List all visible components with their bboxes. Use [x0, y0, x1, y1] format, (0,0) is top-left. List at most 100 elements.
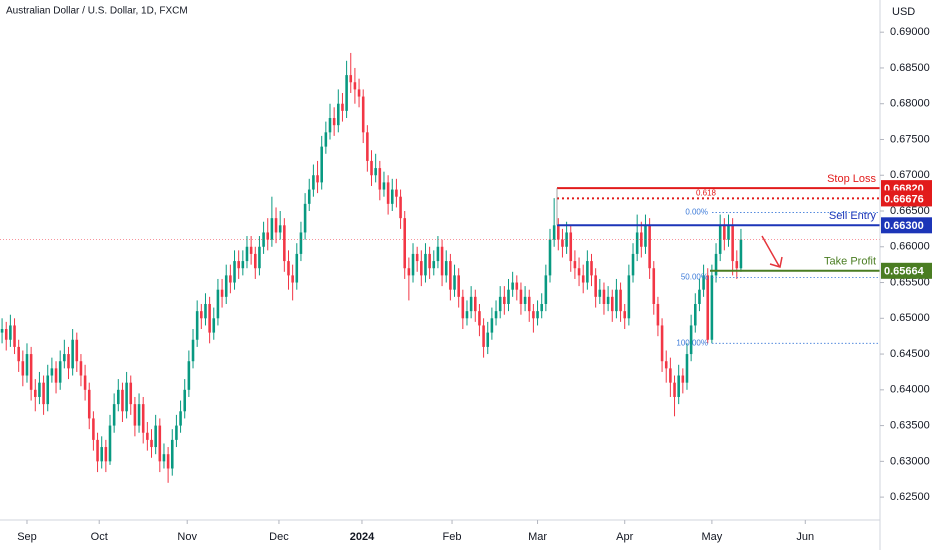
y-tick-label: 0.68500	[890, 62, 930, 74]
candle-body	[482, 325, 485, 347]
candle-body	[241, 261, 245, 269]
candle-body	[669, 368, 672, 383]
candle-body	[187, 361, 191, 390]
y-tick-label: 0.67000	[890, 169, 930, 181]
candle-body	[685, 354, 689, 383]
x-tick-label: Dec	[269, 531, 289, 543]
x-tick-label: Mar	[528, 531, 547, 543]
candle-body	[324, 132, 328, 147]
candle-body	[154, 425, 157, 448]
candle-body	[270, 218, 274, 240]
candle-body	[208, 303, 211, 333]
candle-body	[673, 382, 676, 397]
candle-body	[121, 389, 124, 412]
candle-body	[104, 447, 108, 462]
candle-body	[332, 118, 336, 126]
candle-body	[378, 168, 382, 190]
candle-body	[312, 175, 315, 190]
candle-body	[4, 329, 8, 340]
candle-body	[631, 253, 635, 276]
candle-body	[548, 239, 552, 276]
candle-body	[648, 225, 651, 269]
candle-body	[200, 311, 203, 319]
candle-body	[486, 332, 490, 347]
candle-body	[150, 439, 153, 448]
candle-body	[411, 253, 415, 276]
x-tick-label: May	[701, 531, 722, 543]
candle-body	[544, 275, 548, 304]
candle-body	[382, 182, 386, 190]
candle-body	[274, 218, 278, 233]
level-box	[881, 190, 932, 207]
candle-body	[303, 203, 307, 233]
candle-body	[569, 232, 573, 262]
candle-body	[681, 375, 685, 383]
candle-body	[573, 261, 577, 269]
level-name: Take Profit	[824, 256, 876, 268]
candle-body	[723, 225, 726, 240]
candle-body	[457, 275, 460, 297]
candle-body	[623, 311, 627, 319]
candle-body	[536, 311, 539, 319]
candle-body	[490, 318, 494, 333]
level-box	[881, 262, 932, 279]
candle-body	[54, 368, 58, 383]
candle-body	[87, 389, 91, 419]
candle-body	[13, 325, 16, 347]
candle-body	[478, 311, 481, 326]
candle-body	[96, 439, 99, 462]
overlays: Stop Loss 0.618 Sell Entry Take Profit 0.00%…	[0, 173, 880, 347]
currency: USD	[892, 6, 915, 18]
candle-body	[689, 325, 693, 355]
candle-body	[92, 418, 95, 440]
candle-body	[386, 182, 390, 204]
candle-body	[507, 289, 510, 304]
level-box	[881, 217, 932, 234]
candle-body	[581, 275, 585, 283]
y-tick-label: 0.66500	[890, 205, 930, 217]
y-tick-label: 0.67500	[890, 133, 930, 145]
candle-body	[527, 296, 531, 312]
candle-body	[158, 425, 162, 462]
candle-body	[137, 404, 141, 426]
candles	[0, 52, 743, 483]
candle-body	[183, 389, 187, 412]
candle-body	[660, 325, 664, 362]
candle-body	[677, 375, 680, 397]
candle-body	[233, 261, 236, 283]
candle-body	[33, 389, 37, 397]
x-tick-label: Nov	[177, 531, 197, 543]
candle-body	[710, 275, 714, 340]
candle-body	[727, 225, 730, 240]
candle-body	[366, 132, 369, 161]
candle-body	[453, 275, 456, 290]
candle-body	[606, 296, 610, 304]
candle-body	[112, 404, 116, 426]
x-tick-label: Apr	[616, 531, 633, 543]
x-tick-label: Sep	[17, 531, 37, 543]
candle-body	[67, 354, 70, 369]
candle-body	[635, 232, 639, 254]
candle-body	[287, 261, 290, 276]
candle-body	[25, 354, 29, 376]
candle-body	[444, 261, 448, 276]
x-tick-label: 2024	[350, 531, 375, 543]
candle-body	[50, 368, 54, 376]
candle-body	[291, 275, 294, 283]
candle-body	[602, 289, 606, 304]
candle-body	[656, 303, 660, 326]
candle-body	[191, 339, 195, 362]
level-name: Stop Loss	[827, 173, 876, 185]
candle-body	[162, 454, 166, 462]
candle-body	[125, 382, 128, 412]
candle-body	[735, 261, 739, 269]
y-tick-label: 0.65000	[890, 312, 930, 324]
candle-body	[129, 382, 133, 405]
candle-body	[38, 382, 41, 397]
candle-body	[449, 261, 452, 290]
level-label: 0.66300	[884, 220, 924, 232]
candle-body	[295, 253, 299, 283]
candle-body	[407, 268, 411, 276]
candle-body	[403, 218, 407, 269]
candle-body	[515, 282, 519, 290]
